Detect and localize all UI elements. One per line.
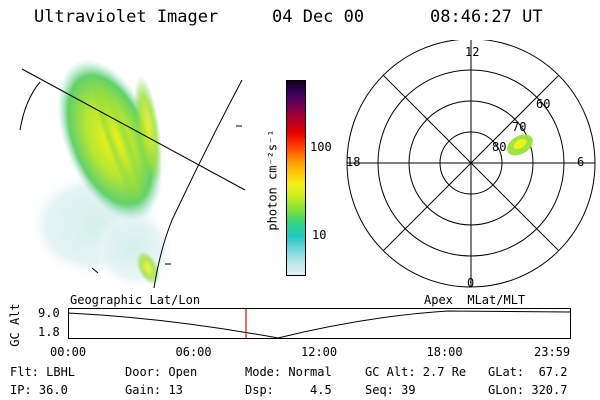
glat-label: GLat: 67.2 [488, 365, 568, 379]
apex-caption: Apex MLat/MLT [424, 293, 526, 307]
polar-glow-core [513, 139, 527, 149]
timeline-ytick-top: 9.0 [38, 306, 60, 320]
filter-label: Flt: LBHL [10, 365, 76, 379]
timeline-xtick: 00:00 [50, 345, 87, 359]
timeline-ylabel: GC Alt [8, 303, 22, 347]
timeline-xtick: 18:00 [426, 345, 463, 359]
auroral-arc-inner [91, 74, 145, 206]
mode-label: Mode: Normal [245, 365, 332, 379]
instrument-title: Ultraviolet Imager [34, 7, 219, 27]
mlt-label-0: 0 [467, 276, 475, 290]
mlt-label-12: 12 [465, 45, 480, 59]
auroral-tail [136, 251, 160, 285]
colorbar-tick-100: 100 [310, 140, 332, 154]
lat-label-80: 80 [492, 140, 507, 154]
time-label: 08:46:27 UT [430, 7, 543, 27]
mlt-label-6: 6 [577, 155, 585, 169]
timeline-xtick: 06:00 [175, 345, 212, 359]
altitude-timeline [68, 308, 571, 339]
colorbar [286, 80, 306, 276]
timeline-xtick: 23:59 [534, 345, 571, 359]
limb-left [19, 81, 41, 131]
projection-line [21, 68, 246, 191]
corner-mark [91, 267, 99, 274]
glon-label: GLon: 320.7 [488, 383, 568, 397]
lat-label-60: 60 [536, 97, 551, 111]
date-label: 04 Dec 00 [272, 7, 365, 27]
gc-alt-label: GC Alt: 2.7 Re [365, 365, 467, 379]
colorbar-unit-label: photon cm⁻²s⁻¹ [265, 129, 280, 231]
seq-label: Seq: 39 [365, 383, 416, 397]
door-label: Door: Open [125, 365, 198, 379]
timeline-ytick-bottom: 1.8 [38, 325, 60, 339]
polar-plot [346, 40, 596, 288]
ip-label: IP: 36.0 [10, 383, 68, 397]
auroral-arc-right [133, 75, 163, 185]
lat-label-70: 70 [512, 120, 527, 134]
timeline-xtick: 12:00 [301, 345, 338, 359]
colorbar-tick-10: 10 [312, 228, 327, 242]
auroral-image [19, 59, 246, 290]
geographic-caption: Geographic Lat/Lon [70, 293, 201, 307]
altitude-curve [68, 310, 571, 339]
limb-right [153, 79, 243, 289]
diffuse-glow-2 [95, 210, 175, 290]
mlt-label-18: 18 [346, 155, 361, 169]
dsp-label: Dsp: 4.5 [245, 383, 332, 397]
gain-label: Gain: 13 [125, 383, 183, 397]
